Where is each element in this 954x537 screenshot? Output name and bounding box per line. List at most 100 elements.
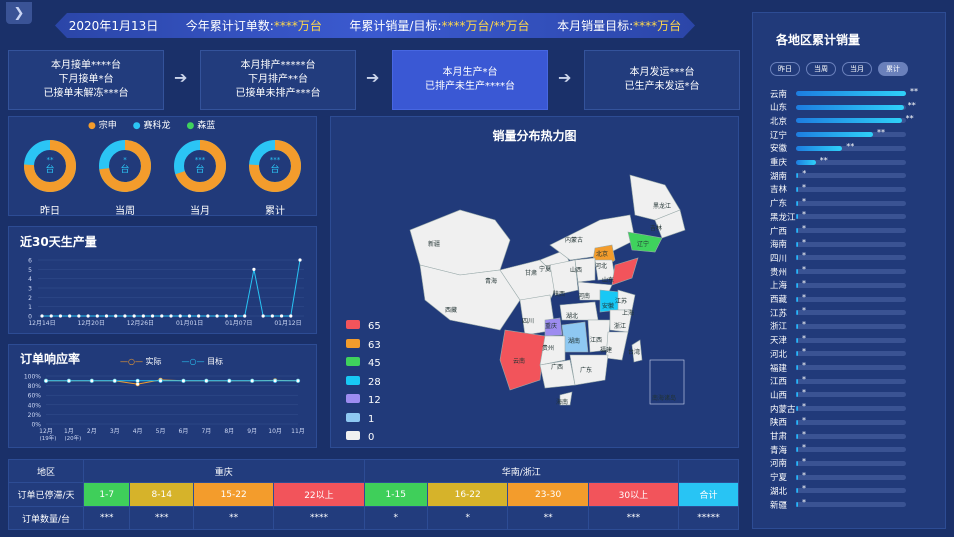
bucket-cell[interactable]: 22以上 [273, 482, 365, 507]
data-point[interactable] [295, 378, 301, 383]
bucket-cell[interactable]: 16-22 [426, 482, 509, 507]
ranking-row[interactable]: 贵州 * [770, 265, 906, 278]
data-point[interactable] [114, 314, 118, 318]
data-point[interactable] [215, 314, 219, 318]
data-point[interactable] [289, 314, 293, 318]
data-point[interactable] [123, 314, 127, 318]
total-cell[interactable]: 合计 [678, 482, 739, 507]
ranking-row[interactable]: 新疆 * [770, 498, 906, 511]
data-point[interactable] [95, 314, 99, 318]
province-guizhou[interactable] [539, 335, 566, 366]
province-chongqing[interactable] [544, 317, 563, 337]
data-point[interactable] [66, 378, 72, 383]
data-point[interactable] [89, 378, 94, 383]
ranking-row[interactable]: 广西 * [770, 224, 906, 237]
ranking-row[interactable]: 山东 ** [770, 101, 916, 114]
ranking-row[interactable]: 湖南 * [770, 169, 906, 182]
bucket-cell[interactable]: 1-7 [82, 482, 131, 507]
tab-total[interactable]: 累计 [878, 62, 908, 76]
ranking-row[interactable]: 云南 ** [770, 87, 918, 100]
province-liaoning[interactable] [627, 231, 663, 253]
ranking-row[interactable]: 河北 * [770, 347, 906, 360]
ranking-row[interactable]: 吉林 * [770, 183, 906, 196]
ranking-row[interactable]: 海南 * [770, 238, 906, 251]
data-point[interactable] [197, 314, 201, 318]
province-guangdong[interactable] [569, 354, 609, 386]
data-point[interactable] [250, 378, 255, 383]
province-yunnan[interactable] [499, 329, 546, 391]
ranking-row[interactable]: 江苏 * [770, 306, 906, 319]
tab-yesterday[interactable]: 昨日 [770, 62, 800, 76]
ranking-row[interactable]: 内蒙古 * [770, 402, 906, 415]
data-point[interactable] [298, 258, 302, 262]
province-neimenggu[interactable] [549, 214, 636, 261]
legend-item[interactable]: —○— 实际 [120, 357, 162, 366]
ranking-row[interactable]: 西藏 * [770, 293, 906, 306]
data-point[interactable] [158, 378, 163, 383]
data-point[interactable] [187, 314, 192, 318]
legend-item[interactable]: 65 [346, 318, 381, 337]
data-point[interactable] [279, 314, 284, 318]
ranking-row[interactable]: 宁夏 * [770, 471, 906, 484]
data-point[interactable] [141, 314, 145, 318]
province-jilin[interactable] [654, 209, 686, 239]
province-hunan[interactable] [561, 321, 589, 353]
ranking-row[interactable]: 重庆 ** [770, 156, 906, 169]
data-point[interactable] [181, 378, 186, 383]
data-point[interactable] [68, 314, 72, 318]
data-point[interactable] [160, 314, 164, 318]
province-fujian[interactable] [605, 331, 629, 361]
legend-item[interactable]: ● 宗申 [88, 121, 117, 131]
bucket-cell[interactable]: 23-30 [507, 482, 589, 507]
bucket-cell[interactable]: 30以上 [587, 482, 680, 507]
data-point[interactable] [206, 314, 210, 318]
data-point[interactable] [272, 378, 278, 383]
data-point[interactable] [224, 314, 228, 318]
province-xizang[interactable] [419, 264, 521, 331]
ranking-row[interactable]: 黑龙江 * [770, 210, 906, 223]
legend-item[interactable]: 12 [346, 392, 381, 411]
ranking-row[interactable]: 安徽 ** [770, 142, 906, 155]
legend-item[interactable]: 45 [346, 355, 381, 374]
legend-item[interactable]: 63 [346, 337, 381, 356]
province-taiwan[interactable] [631, 339, 643, 363]
data-point[interactable] [204, 378, 209, 383]
tab-month[interactable]: 当月 [842, 62, 872, 76]
ranking-row[interactable]: 上海 * [770, 279, 906, 292]
ranking-row[interactable]: 浙江 * [770, 320, 906, 333]
ranking-row[interactable]: 四川 * [770, 251, 906, 264]
data-point[interactable] [261, 314, 265, 318]
bucket-cell[interactable]: 8-14 [129, 482, 194, 507]
data-point[interactable] [150, 314, 155, 318]
data-point[interactable] [169, 314, 173, 318]
data-point[interactable] [77, 314, 81, 318]
data-point[interactable] [270, 314, 274, 318]
province-shaanxi[interactable] [549, 259, 579, 296]
province-hainan[interactable] [559, 391, 573, 406]
legend-item[interactable]: 1 [346, 411, 381, 430]
data-point[interactable] [227, 378, 232, 383]
ranking-row[interactable]: 湖北 * [770, 484, 906, 497]
bucket-cell[interactable]: 1-15 [363, 482, 428, 507]
data-point[interactable] [49, 314, 53, 318]
ranking-row[interactable]: 青海 * [770, 443, 906, 456]
data-point[interactable] [104, 314, 109, 318]
data-point[interactable] [233, 314, 238, 318]
ranking-row[interactable]: 辽宁 ** [770, 128, 906, 141]
province-shandong[interactable] [611, 257, 639, 286]
legend-item[interactable]: 28 [346, 374, 381, 393]
legend-item[interactable]: —○— 目标 [181, 357, 224, 366]
legend-item[interactable]: 0 [346, 429, 381, 448]
collapse-toggle[interactable]: ❯ [6, 2, 32, 24]
ranking-row[interactable]: 广东 * [770, 197, 906, 210]
legend-item[interactable]: ● 赛科龙 [132, 121, 171, 131]
data-point[interactable] [178, 314, 182, 318]
data-point[interactable] [40, 314, 44, 318]
ranking-row[interactable]: 甘肃 * [770, 430, 906, 443]
legend-item[interactable]: ● 森蓝 [186, 121, 216, 131]
data-point[interactable] [86, 314, 90, 318]
province-shanxi[interactable] [574, 257, 596, 283]
data-point[interactable] [58, 314, 63, 318]
data-point[interactable] [135, 378, 140, 383]
tab-week[interactable]: 当周 [806, 62, 836, 76]
